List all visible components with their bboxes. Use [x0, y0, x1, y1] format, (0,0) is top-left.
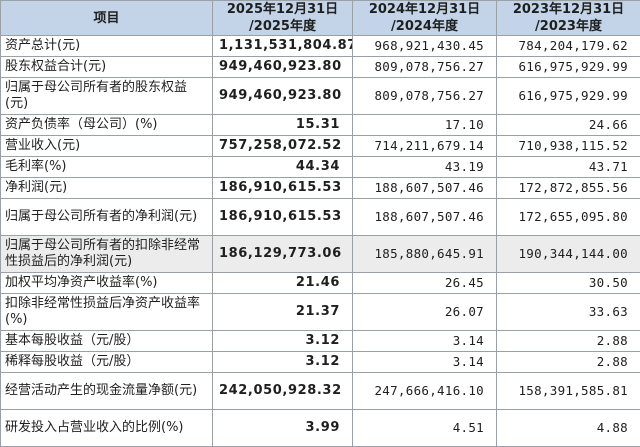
- value-2023: 172,872,855.56: [497, 178, 640, 199]
- row-label: 扣除非经常性损益后净资产收益率(%): [1, 294, 213, 331]
- value-2023: 190,344,144.00: [497, 236, 640, 273]
- value-2025: 949,460,923.80: [213, 78, 353, 115]
- value-2025: 186,129,773.06: [213, 236, 353, 273]
- value-2025: 21.46: [213, 273, 353, 294]
- row-label: 股东权益合计(元): [1, 57, 213, 78]
- value-2023: 784,204,179.62: [497, 36, 640, 57]
- value-2023: 172,655,095.80: [497, 199, 640, 236]
- value-2023: 616,975,929.99: [497, 78, 640, 115]
- table-row: 经营活动产生的现金流量净额(元) 242,050,928.32 247,666,…: [1, 373, 640, 410]
- value-2024: 26.07: [353, 294, 497, 331]
- header-2024: 2024年12月31日/2024年度: [353, 1, 497, 36]
- table-row: 归属于母公司所有者的扣除非经常性损益后的净利润(元) 186,129,773.0…: [1, 236, 640, 273]
- value-2023: 616,975,929.99: [497, 57, 640, 78]
- table-row: 资产总计(元) 1,131,531,804.87 968,921,430.45 …: [1, 36, 640, 57]
- row-label: 归属于母公司所有者的扣除非经常性损益后的净利润(元): [1, 236, 213, 273]
- table-row: 资产负债率（母公司）(%) 15.31 17.10 24.66: [1, 115, 640, 136]
- value-2024: 185,880,645.91: [353, 236, 497, 273]
- row-label: 资产总计(元): [1, 36, 213, 57]
- table-row: 股东权益合计(元) 949,460,923.80 809,078,756.27 …: [1, 57, 640, 78]
- table-header-row: 项目 2025年12月31日/2025年度 2024年12月31日/2024年度…: [1, 1, 640, 36]
- row-label: 经营活动产生的现金流量净额(元): [1, 373, 213, 410]
- value-2024: 809,078,756.27: [353, 78, 497, 115]
- value-2024: 247,666,416.10: [353, 373, 497, 410]
- table-row: 归属于母公司所有者的净利润(元) 186,910,615.53 188,607,…: [1, 199, 640, 236]
- table-row: 稀释每股收益（元/股） 3.12 3.14 2.88: [1, 352, 640, 373]
- row-label: 归属于母公司所有者的净利润(元): [1, 199, 213, 236]
- value-2024: 26.45: [353, 273, 497, 294]
- table-row: 研发投入占营业收入的比例(%) 3.99 4.51 4.88: [1, 410, 640, 447]
- value-2025: 949,460,923.80: [213, 57, 353, 78]
- value-2023: 2.88: [497, 331, 640, 352]
- value-2025: 3.12: [213, 331, 353, 352]
- table-row: 加权平均净资产收益率(%) 21.46 26.45 30.50: [1, 273, 640, 294]
- row-label: 毛利率(%): [1, 157, 213, 178]
- row-label: 加权平均净资产收益率(%): [1, 273, 213, 294]
- value-2023: 158,391,585.81: [497, 373, 640, 410]
- value-2024: 43.19: [353, 157, 497, 178]
- value-2024: 809,078,756.27: [353, 57, 497, 78]
- value-2025: 3.12: [213, 352, 353, 373]
- value-2024: 4.51: [353, 410, 497, 447]
- value-2024: 188,607,507.46: [353, 199, 497, 236]
- value-2023: 30.50: [497, 273, 640, 294]
- row-label: 净利润(元): [1, 178, 213, 199]
- table-row: 扣除非经常性损益后净资产收益率(%) 21.37 26.07 33.63: [1, 294, 640, 331]
- value-2024: 968,921,430.45: [353, 36, 497, 57]
- value-2025: 44.34: [213, 157, 353, 178]
- value-2024: 714,211,679.14: [353, 136, 497, 157]
- value-2025: 21.37: [213, 294, 353, 331]
- value-2024: 3.14: [353, 352, 497, 373]
- row-label: 研发投入占营业收入的比例(%): [1, 410, 213, 447]
- value-2025: 1,131,531,804.87: [213, 36, 353, 57]
- value-2024: 17.10: [353, 115, 497, 136]
- table-row: 基本每股收益（元/股） 3.12 3.14 2.88: [1, 331, 640, 352]
- value-2023: 24.66: [497, 115, 640, 136]
- value-2023: 4.88: [497, 410, 640, 447]
- value-2023: 43.71: [497, 157, 640, 178]
- value-2025: 757,258,072.52: [213, 136, 353, 157]
- row-label: 基本每股收益（元/股）: [1, 331, 213, 352]
- value-2023: 710,938,115.52: [497, 136, 640, 157]
- header-item: 项目: [1, 1, 213, 36]
- header-2025: 2025年12月31日/2025年度: [213, 1, 353, 36]
- row-label: 营业收入(元): [1, 136, 213, 157]
- value-2024: 3.14: [353, 331, 497, 352]
- value-2025: 186,910,615.53: [213, 178, 353, 199]
- value-2025: 242,050,928.32: [213, 373, 353, 410]
- table-row: 营业收入(元) 757,258,072.52 714,211,679.14 71…: [1, 136, 640, 157]
- table-row: 毛利率(%) 44.34 43.19 43.71: [1, 157, 640, 178]
- value-2024: 188,607,507.46: [353, 178, 497, 199]
- row-label: 资产负债率（母公司）(%): [1, 115, 213, 136]
- value-2023: 2.88: [497, 352, 640, 373]
- header-2023: 2023年12月31日/2023年度: [497, 1, 640, 36]
- value-2025: 186,910,615.53: [213, 199, 353, 236]
- row-label: 稀释每股收益（元/股）: [1, 352, 213, 373]
- table-row: 归属于母公司所有者的股东权益(元) 949,460,923.80 809,078…: [1, 78, 640, 115]
- value-2025: 3.99: [213, 410, 353, 447]
- row-label: 归属于母公司所有者的股东权益(元): [1, 78, 213, 115]
- value-2025: 15.31: [213, 115, 353, 136]
- table-row: 净利润(元) 186,910,615.53 188,607,507.46 172…: [1, 178, 640, 199]
- value-2023: 33.63: [497, 294, 640, 331]
